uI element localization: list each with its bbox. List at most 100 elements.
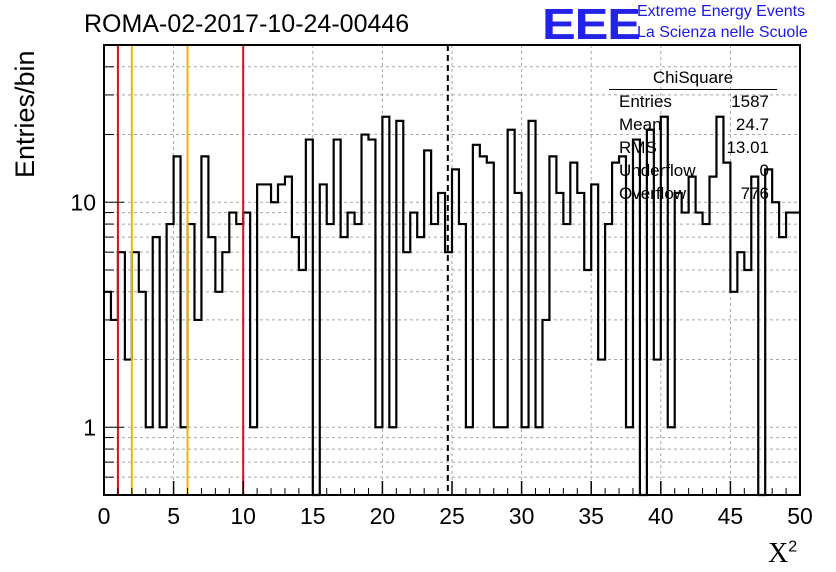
histogram-bin xyxy=(285,177,292,495)
histogram-bin xyxy=(577,193,584,495)
histogram-bin xyxy=(487,163,494,495)
histogram-bin xyxy=(591,184,598,495)
histogram-bin xyxy=(194,320,201,495)
histogram-bin xyxy=(160,427,167,495)
histogram-bin xyxy=(208,237,215,495)
stats-box: ChiSquare Entries 1587 Mean 24.7 RMS 13.01 … xyxy=(609,66,777,208)
chart-title: ROMA-02-2017-10-24-00446 xyxy=(84,10,410,38)
histogram-bin xyxy=(174,156,181,495)
stats-title: ChiSquare xyxy=(652,68,734,87)
histogram-bin xyxy=(188,224,195,495)
x-tick-label: 0 xyxy=(98,503,111,529)
histogram-bin xyxy=(723,163,730,495)
histogram-bin xyxy=(466,427,473,495)
histogram-bin xyxy=(292,237,299,495)
histogram-bin xyxy=(111,320,118,495)
histogram-bin xyxy=(320,184,327,495)
histogram-bin xyxy=(598,360,605,495)
stats-value: 13.01 xyxy=(726,138,769,157)
x-tick-label: 5 xyxy=(167,503,180,529)
histogram-bin xyxy=(271,202,278,495)
histogram-bin xyxy=(417,237,424,495)
x-tick-label: 45 xyxy=(718,503,744,529)
histogram-bin xyxy=(201,156,208,495)
y-tick-label: 1 xyxy=(83,414,96,440)
stats-value: 24.7 xyxy=(735,115,769,134)
histogram-bin xyxy=(675,193,682,495)
x-axis-label-text: X xyxy=(768,538,789,569)
histogram-bin xyxy=(522,427,529,495)
histogram-bin xyxy=(222,252,229,495)
org-line-2: La Scienza nelle Scuole xyxy=(637,24,808,41)
org-line-1: Extreme Energy Events xyxy=(637,3,806,20)
histogram-bin xyxy=(501,427,508,495)
y-axis-label: Entries/bin xyxy=(10,50,40,178)
histogram-bin xyxy=(334,140,341,495)
histogram-bin xyxy=(368,140,375,495)
histogram-bin xyxy=(355,224,362,495)
histogram-bin xyxy=(605,224,612,495)
histogram-bin xyxy=(779,237,786,495)
histogram-bin xyxy=(612,163,619,495)
histogram-bin xyxy=(341,237,348,495)
histogram-bin xyxy=(452,169,459,495)
histogram-bin xyxy=(584,270,591,495)
eee-logo: EEE xyxy=(542,0,641,49)
histogram-bin xyxy=(737,252,744,495)
histogram-bin xyxy=(146,427,153,495)
histogram-bin xyxy=(132,252,139,495)
histogram-bin xyxy=(744,270,751,495)
histogram-bin xyxy=(459,224,466,495)
histogram-bin xyxy=(104,292,111,495)
stats-key: Entries xyxy=(619,92,672,111)
histogram-bin xyxy=(139,292,146,495)
histogram-bin xyxy=(362,135,369,495)
histogram-bin xyxy=(306,140,313,495)
histogram-bin xyxy=(403,252,410,495)
x-tick-label: 20 xyxy=(370,503,396,529)
histogram-bin xyxy=(710,177,717,495)
histogram-bin xyxy=(299,270,306,495)
histogram-bin xyxy=(772,202,779,495)
histogram-bin xyxy=(668,427,675,495)
histogram-bin xyxy=(118,252,125,495)
histogram-bin xyxy=(696,213,703,495)
histogram-line xyxy=(104,115,800,497)
x-axis-label-superscript: 2 xyxy=(788,538,798,556)
histogram-bin xyxy=(682,213,689,495)
histogram-bin xyxy=(563,224,570,495)
x-axis-label: X2 xyxy=(768,538,797,570)
histogram-bin xyxy=(793,213,800,495)
histogram-bin xyxy=(730,292,737,495)
histogram-bin xyxy=(215,292,222,495)
histogram-bin xyxy=(508,130,515,495)
stats-value: 1587 xyxy=(731,92,769,111)
histogram-bin xyxy=(786,213,793,495)
histogram-bin xyxy=(375,427,382,495)
histogram-bin xyxy=(689,177,696,495)
stats-key: Underflow xyxy=(619,161,696,180)
histogram-bin xyxy=(167,224,174,495)
histogram-bin xyxy=(570,163,577,495)
reference-lines xyxy=(116,45,449,495)
histogram-bin xyxy=(396,121,403,495)
histogram-bin xyxy=(542,320,549,495)
histogram-bin xyxy=(389,427,396,495)
x-tick-label: 15 xyxy=(300,503,326,529)
histogram-bin xyxy=(751,177,758,495)
stats-value: 0 xyxy=(759,161,769,180)
histogram-bin xyxy=(515,193,522,495)
x-tick-label: 30 xyxy=(509,503,535,529)
histogram-series xyxy=(104,115,800,497)
x-tick-label: 10 xyxy=(230,503,256,529)
histogram-bin xyxy=(536,427,543,495)
stats-divider xyxy=(609,89,777,90)
histogram-bin xyxy=(473,145,480,495)
histogram-bin xyxy=(424,150,431,495)
histogram-bin xyxy=(278,184,285,495)
histogram-bin xyxy=(250,427,257,495)
histogram-bin xyxy=(765,169,772,495)
histogram-bin xyxy=(480,156,487,495)
histogram-bin xyxy=(494,427,501,495)
